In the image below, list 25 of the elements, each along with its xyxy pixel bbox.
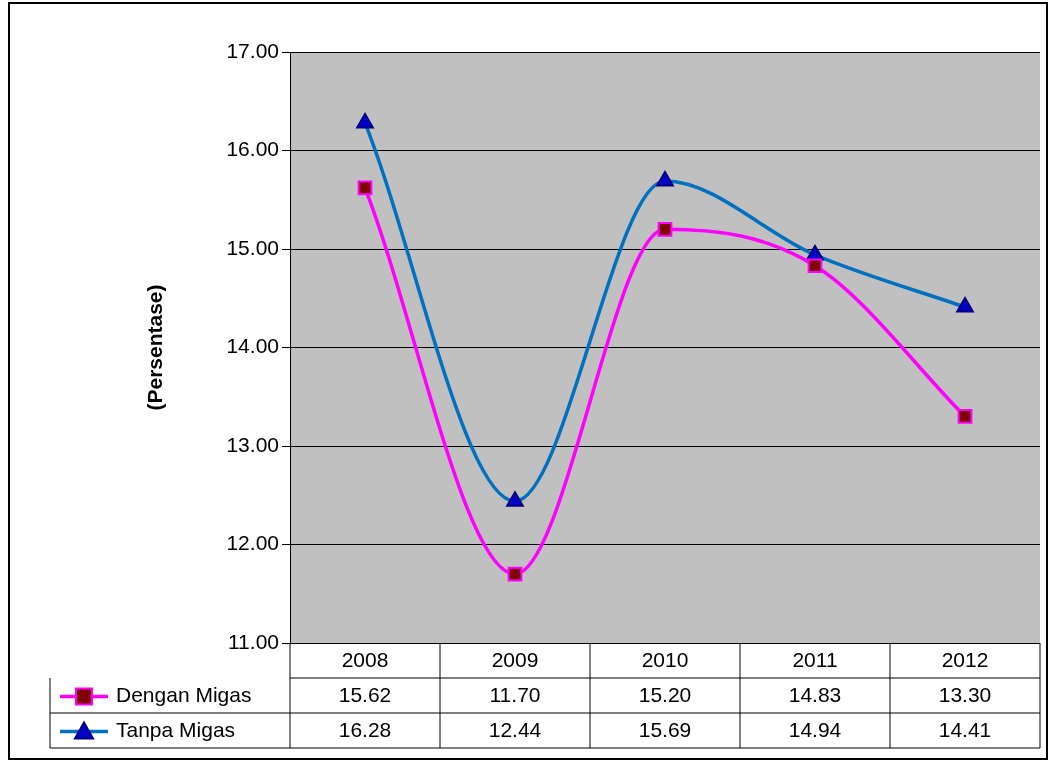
y-tick-label: 16.00: [226, 137, 279, 161]
y-tick-label: 15.00: [226, 235, 279, 259]
data-label: 15.62: [338, 683, 392, 707]
data-label: 14.94: [788, 718, 842, 742]
data-label: 14.83: [788, 683, 842, 707]
data-label: 12.44: [488, 718, 542, 742]
data-label: 15.20: [638, 683, 692, 707]
data-label: 15.69: [638, 718, 692, 742]
x-tick-label: 2012: [941, 648, 989, 672]
x-tick-label: 2008: [341, 648, 389, 672]
y-axis-title: (Persentase): [143, 284, 167, 411]
legend-label: Tanpa Migas: [116, 718, 236, 742]
y-tick-label: 11.00: [228, 629, 279, 653]
legend-label: Dengan Migas: [116, 683, 252, 707]
data-label: 13.30: [938, 683, 992, 707]
x-tick-label: 2010: [641, 648, 689, 672]
y-tick-label: 12.00: [226, 531, 279, 555]
data-label: 14.41: [938, 718, 992, 742]
y-tick-label: 14.00: [226, 334, 279, 358]
data-label: 16.28: [338, 718, 392, 742]
x-tick-label: 2011: [792, 648, 838, 672]
data-label: 11.70: [489, 683, 541, 707]
y-tick-label: 17.00: [226, 38, 279, 62]
x-tick-label: 2009: [491, 648, 539, 672]
y-tick-label: 13.00: [226, 432, 279, 456]
